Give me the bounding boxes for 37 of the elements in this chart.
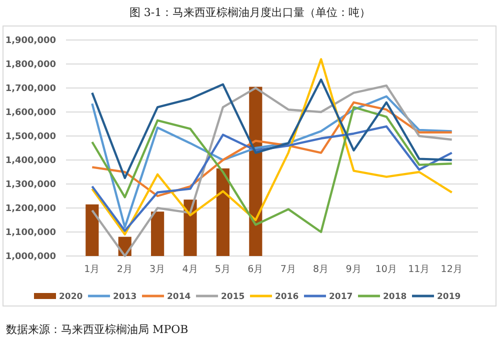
y-tick-label: 1,000,000 <box>5 252 56 262</box>
x-tick-label: 8月 <box>313 264 330 275</box>
line-series <box>91 78 453 180</box>
legend-label: 2018 <box>383 292 407 302</box>
y-tick-label: 1,900,000 <box>5 36 56 46</box>
x-tick-label: 5月 <box>214 264 231 275</box>
x-tick-label: 4月 <box>182 264 198 275</box>
y-tick-label: 1,600,000 <box>5 108 56 118</box>
line-series <box>91 101 453 198</box>
legend-label: 2020 <box>59 292 83 302</box>
line-series <box>91 125 453 232</box>
y-tick-label: 1,100,000 <box>5 228 56 238</box>
source-note: 数据来源：马来西亚棕榈油局 MPOB <box>6 323 188 336</box>
x-tick-label: 7月 <box>280 264 296 275</box>
x-tick-label: 10月 <box>375 264 398 275</box>
y-tick-label: 1,500,000 <box>5 132 56 142</box>
y-tick-label: 1,400,000 <box>5 156 56 166</box>
legend-label: 2015 <box>221 292 245 302</box>
line-series <box>91 58 453 236</box>
x-tick-label: 12月 <box>440 264 463 275</box>
x-tick-label: 1月 <box>84 264 100 275</box>
y-tick-label: 1,800,000 <box>5 60 56 70</box>
y-tick-label: 1,700,000 <box>5 84 56 94</box>
legend-label: 2017 <box>329 292 353 302</box>
y-tick-label: 1,300,000 <box>5 180 56 190</box>
x-tick-label: 3月 <box>150 264 166 275</box>
x-tick-label: 9月 <box>346 264 362 275</box>
x-tick-label: 11月 <box>408 264 430 275</box>
legend-label: 2014 <box>167 292 191 302</box>
legend-label: 2019 <box>437 292 461 302</box>
x-tick-label: 2月 <box>116 264 133 275</box>
line-series <box>91 84 453 258</box>
legend-label: 2016 <box>275 292 299 302</box>
legend-label: 2013 <box>113 292 137 302</box>
x-tick-label: 6月 <box>248 264 264 275</box>
chart-title: 图 3-1：马来西亚棕榈油月度出口量（单位：吨） <box>129 6 371 19</box>
y-tick-label: 1,200,000 <box>5 204 56 214</box>
